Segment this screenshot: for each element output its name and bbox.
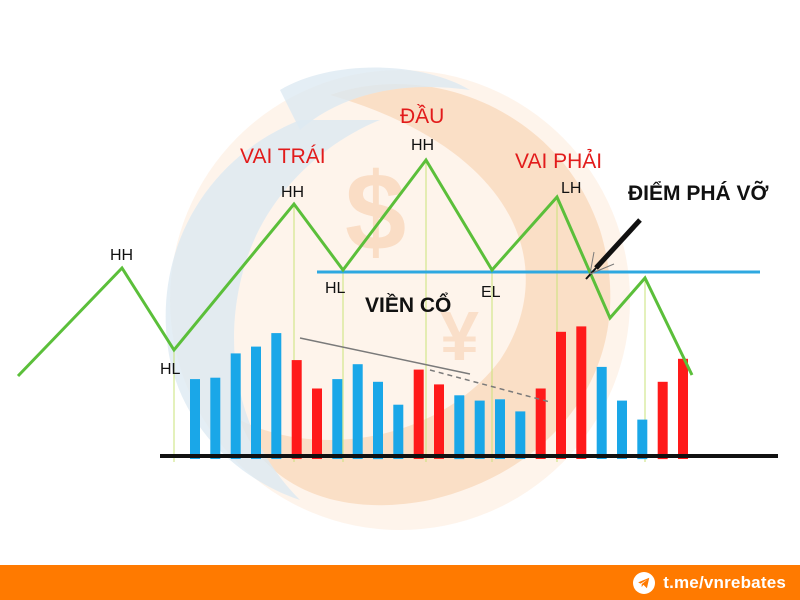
volume-bar xyxy=(576,326,587,459)
volume-bars xyxy=(190,326,688,460)
breakout-label: ĐIỂM PHÁ VỠ xyxy=(628,181,769,205)
volume-bar xyxy=(495,399,505,459)
svg-text:¥: ¥ xyxy=(440,297,479,375)
point-label-hl-2: HL xyxy=(325,280,346,297)
volume-bar xyxy=(657,381,668,460)
volume-bar xyxy=(210,377,221,459)
volume-bar xyxy=(190,379,200,459)
point-label-el: EL xyxy=(481,284,501,301)
volume-bar xyxy=(434,384,444,459)
left-shoulder-label: VAI TRÁI xyxy=(240,145,326,168)
right-shoulder-label: VAI PHẢI xyxy=(515,150,602,173)
volume-bar xyxy=(373,381,383,460)
point-label-hh-3: HH xyxy=(411,137,434,154)
point-label-lh: LH xyxy=(561,180,581,197)
volume-bar xyxy=(637,419,648,460)
breakout-arrow-shaft xyxy=(594,218,642,270)
volume-trend-line-upper xyxy=(299,337,471,375)
neckline-label: VIỀN CỔ xyxy=(365,293,451,317)
head-and-shoulders-diagram: $ ¥ VAI TRÁI ĐẦU VAI PHẢI VIỀN CỔ ĐIỂM P… xyxy=(16,67,778,530)
volume-trend-line-lower xyxy=(429,369,551,403)
volume-bar xyxy=(393,404,404,459)
volume-bar xyxy=(413,369,424,459)
volume-bar xyxy=(556,331,566,459)
volume-bar xyxy=(332,379,343,459)
price-zigzag-line xyxy=(16,157,694,378)
volume-bar xyxy=(454,395,465,460)
footer-bar: t.me/vnrebates xyxy=(0,565,800,600)
point-label-hh-1: HH xyxy=(110,247,133,264)
volume-bar xyxy=(474,400,485,459)
volume-bar xyxy=(535,388,546,459)
telegram-link[interactable]: t.me/vnrebates xyxy=(633,571,786,594)
volume-bar xyxy=(271,333,282,459)
volume-bar xyxy=(617,400,627,459)
breakout-arrow-head-a xyxy=(589,251,595,275)
point-label-hl-1: HL xyxy=(160,361,181,378)
volume-bar xyxy=(515,411,526,459)
head-label: ĐẦU xyxy=(400,105,444,128)
volume-bar xyxy=(251,346,261,459)
telegram-icon xyxy=(633,571,656,594)
breakout-arrow-head-b xyxy=(589,263,615,275)
volume-bar xyxy=(312,388,322,459)
volume-bar xyxy=(678,358,688,459)
volume-bar xyxy=(352,364,363,459)
footer-link-text: t.me/vnrebates xyxy=(663,572,786,592)
volume-bar xyxy=(596,366,607,459)
point-label-hh-2: HH xyxy=(281,184,304,201)
volume-bar xyxy=(230,353,241,459)
volume-bar xyxy=(291,360,302,459)
volume-trend-lines xyxy=(299,337,551,403)
watermark-logo: $ ¥ xyxy=(165,67,630,530)
